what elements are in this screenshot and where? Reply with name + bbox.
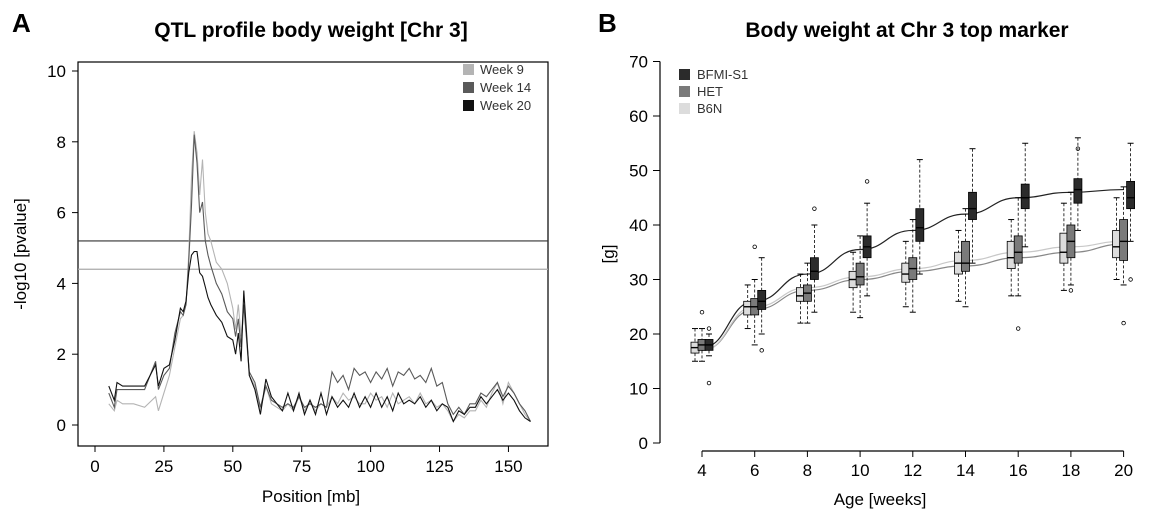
x-tick-label: 0 <box>90 457 99 476</box>
panel-a-series <box>108 131 531 423</box>
x-tick-label: 18 <box>1061 461 1080 480</box>
y-tick-label: 20 <box>629 325 648 344</box>
y-tick-label: 60 <box>629 107 648 126</box>
x-tick-label: 12 <box>903 461 922 480</box>
outlier-point <box>752 244 757 249</box>
box-body <box>1013 235 1023 264</box>
y-tick-label: 70 <box>629 53 648 72</box>
x-tick-label: 100 <box>356 457 384 476</box>
x-tick-label: 125 <box>425 457 453 476</box>
legend-swatch <box>463 100 474 111</box>
y-tick-label: 8 <box>57 133 66 152</box>
x-tick-label: 8 <box>803 461 812 480</box>
outlier-point <box>1121 320 1126 326</box>
legend-swatch <box>679 86 690 97</box>
panel-b-title: Body weight at Chr 3 top marker <box>745 19 1068 42</box>
panel-b-y-axis-label: [g] <box>599 245 618 264</box>
box-body <box>968 191 977 220</box>
y-tick-label: 2 <box>57 345 66 364</box>
x-tick-label: 20 <box>1114 461 1133 480</box>
panel-a-thresholds <box>78 240 548 270</box>
outlier-point <box>706 380 712 386</box>
box-body <box>757 289 767 310</box>
y-tick-label: 0 <box>57 416 66 435</box>
legend-swatch <box>679 69 690 80</box>
panel-b-letter: B <box>598 8 617 38</box>
panel-a-title: QTL profile body weight [Chr 3] <box>154 19 467 42</box>
x-tick-label: 50 <box>223 457 242 476</box>
legend-swatch <box>679 103 690 114</box>
legend-label: HET <box>697 84 723 99</box>
y-tick-label: 6 <box>57 204 66 223</box>
outlier-point <box>1128 277 1133 282</box>
x-tick-label: 6 <box>750 461 759 480</box>
panel-b: B Body weight at Chr 3 top marker 0 10 20 3… <box>598 8 1135 509</box>
panel-a-letter: A <box>12 8 31 38</box>
x-tick-label: 75 <box>292 457 311 476</box>
legend-swatch <box>463 64 474 75</box>
panel-a-legend: Week 9 Week 14 Week 20 <box>463 62 531 113</box>
panel-a-axes: 0 25 50 75 100 125 150 0 2 4 6 8 10 <box>47 62 523 476</box>
outlier-point <box>759 348 764 353</box>
panel-a: A QTL profile body weight [Chr 3] 0 25 50 7… <box>11 8 549 506</box>
box-body <box>855 262 865 286</box>
panel-a-x-axis-label: Position [mb] <box>262 487 360 506</box>
series-line <box>108 134 531 422</box>
panel-a-y-axis-label: -log10 [pvalue] <box>11 198 30 310</box>
panel-b-x-axis-label: Age [weeks] <box>834 490 927 509</box>
outlier-point <box>1068 288 1074 293</box>
outlier-point <box>699 310 705 315</box>
legend-label: Week 20 <box>480 98 531 113</box>
box-body <box>810 257 819 280</box>
y-tick-label: 30 <box>629 271 648 290</box>
x-tick-label: 150 <box>494 457 522 476</box>
y-tick-label: 50 <box>629 162 648 181</box>
y-tick-label: 4 <box>57 274 66 293</box>
outlier-point <box>812 206 817 211</box>
x-tick-label: 10 <box>851 461 870 480</box>
panel-b-axes: 0 10 20 30 40 50 60 70 4 6 8 10 12 14 16 18 20 <box>629 53 1133 481</box>
box-body <box>1126 180 1135 210</box>
box-body <box>915 208 925 242</box>
x-tick-label: 16 <box>1009 461 1028 480</box>
legend-label: Week 14 <box>480 80 531 95</box>
outlier-point <box>1016 326 1021 331</box>
series-line <box>108 250 531 423</box>
legend-label: B6N <box>697 101 722 116</box>
y-tick-label: 40 <box>629 216 648 235</box>
panel-a-plot-frame <box>77 61 549 447</box>
box-body <box>1119 219 1128 261</box>
panel-b-legend: BFMI-S1 HET B6N <box>679 67 748 116</box>
legend-label: BFMI-S1 <box>697 67 748 82</box>
legend-label: Week 9 <box>480 62 524 77</box>
y-tick-label: 10 <box>47 62 66 81</box>
y-tick-label: 10 <box>629 380 648 399</box>
box-body <box>961 240 970 272</box>
outlier-point <box>864 179 870 184</box>
box-body <box>1020 183 1030 210</box>
x-tick-label: 25 <box>154 457 173 476</box>
x-tick-label: 4 <box>697 461 706 480</box>
legend-swatch <box>463 82 474 93</box>
outlier-point <box>1075 146 1081 151</box>
outlier-point <box>706 326 712 331</box>
box-body <box>1073 178 1083 204</box>
panel-b-boxes <box>690 137 1135 386</box>
y-tick-label: 0 <box>639 434 648 453</box>
x-tick-label: 14 <box>956 461 975 480</box>
